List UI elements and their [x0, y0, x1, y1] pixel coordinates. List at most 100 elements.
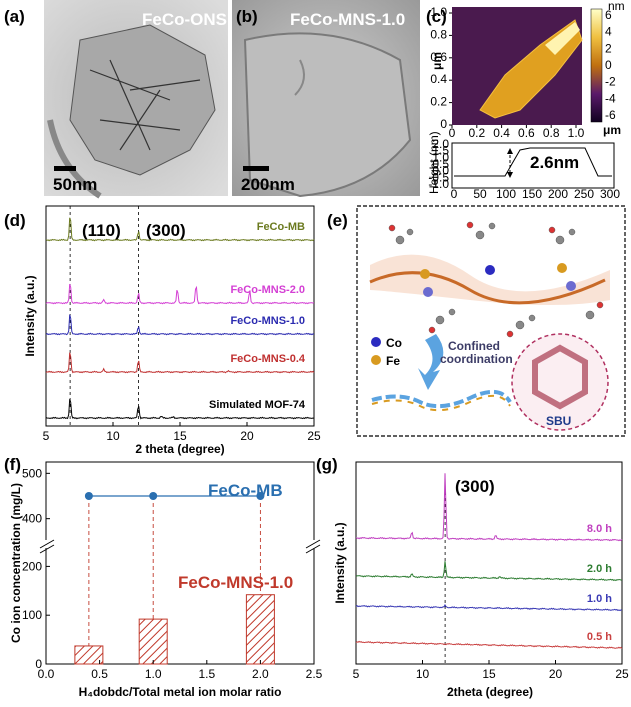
- profile-ylabel: Height (nm): [427, 131, 441, 194]
- scale-text-b: 200nm: [241, 175, 295, 194]
- afm-x-tick: 1.0: [568, 126, 585, 140]
- x-tick-label: 2.5: [306, 667, 323, 681]
- xrd-series-line: [45, 283, 315, 305]
- colorbar-ticks: 6 4 2 0 -2 -4 -6: [605, 8, 616, 122]
- profile-x-tick: 250: [574, 187, 594, 201]
- colorbar-tick: -4: [605, 91, 616, 105]
- afm-x-tick: 0.6: [518, 126, 535, 140]
- sbu-hexagon: [532, 344, 588, 410]
- profile-y-tick: -0.5: [428, 170, 449, 184]
- afm-y-tick: 0.2: [430, 95, 447, 109]
- caption-b: FeCo-MNS-1.0: [290, 10, 405, 29]
- bar: [138, 618, 168, 665]
- colorbar-tick: 0: [605, 58, 612, 72]
- afm-x-tick: 0.2: [468, 126, 485, 140]
- plot-frame-d: [45, 205, 315, 427]
- x-tick-label: 15: [482, 667, 496, 681]
- profile-y-tick: -1.0: [428, 177, 449, 191]
- x-tick-label: 10: [416, 667, 430, 681]
- colorbar-tick: 2: [605, 41, 612, 55]
- xrd-series-line: [355, 640, 623, 649]
- profile-line: [454, 147, 612, 177]
- colorbar-tick: 4: [605, 25, 612, 39]
- profile-x-tick: 50: [473, 187, 487, 201]
- profile-x-tick: 200: [548, 187, 568, 201]
- profile-y-ticks: 2.01.51.00.50.0-0.5-1.0: [428, 137, 449, 191]
- plot-frame-g: [355, 461, 623, 665]
- xrd-series-line: [45, 352, 315, 374]
- legend-fe: Fe: [386, 354, 400, 368]
- panel-g: (g) 8.0 h 2.0 h 1.0 h 0.5 h (300) 5 10 15 20 25…: [316, 455, 629, 699]
- colorbar-tick: -6: [605, 108, 616, 122]
- series-label: FeCo-MNS-0.4: [230, 353, 305, 365]
- profile-x-tick: 150: [522, 187, 542, 201]
- y-tick-label: 500: [22, 466, 42, 480]
- xlabel-f: H₄dobdc/Total metal ion molar ratio: [79, 685, 282, 699]
- afm-y-tick: 0.4: [430, 72, 447, 86]
- co-atom: [485, 265, 495, 275]
- x-tick-label: 20: [240, 429, 254, 443]
- profile-y-tick: 1.5: [432, 144, 449, 158]
- nanosheet-chain: [371, 390, 512, 409]
- panel-e: (e) Co Fe Confined coordination SBU: [327, 205, 626, 437]
- panel-f: (f) 0.0 0.5 1.0 1.5 2.0 2.5 0 100 200 400 500 FeCo…: [4, 455, 323, 699]
- series-label: FeCo-MB: [257, 221, 305, 233]
- profile-plot: [451, 142, 615, 189]
- x-tick-label: 5: [353, 667, 360, 681]
- afm-y-ticks: 0 0.2 0.4 0.6 0.8 1.0: [430, 5, 452, 131]
- afm-y-tick: 0: [440, 117, 447, 131]
- x-tick-label: 15: [173, 429, 187, 443]
- x-tick-label: 25: [615, 667, 629, 681]
- colorbar-unit: nm: [608, 0, 625, 13]
- sheet-b: [243, 32, 412, 198]
- series-label: 8.0 h: [587, 523, 612, 535]
- series-label: 2.0 h: [587, 563, 612, 575]
- xlabel-d: 2 theta (degree): [135, 442, 224, 456]
- colorbar-tick: 6: [605, 8, 612, 22]
- profile-x-tick: 100: [496, 187, 516, 201]
- series-label: 0.5 h: [587, 631, 612, 643]
- afm-y-tick: 1.0: [430, 5, 447, 19]
- x-tick-label: 0.0: [38, 667, 55, 681]
- peak-label-g: (300): [455, 477, 495, 496]
- y-tick-label: 400: [22, 512, 42, 526]
- sbu-zoom: [511, 333, 609, 431]
- xrd-series-line: [355, 603, 623, 612]
- xrd-series-line: [355, 473, 623, 542]
- afm-x-tick: 0: [449, 126, 456, 140]
- panel-c: (c) 0 0.2 0.4 0.6 0.8 1.0 0 0.2 0.4 0.6 0.8 1.0 μm…: [426, 0, 625, 201]
- sbu-label: SBU: [546, 414, 571, 428]
- xrd-series-line: [45, 398, 315, 420]
- xrd-series-line: [355, 561, 623, 582]
- scale-text-a: 50nm: [53, 175, 97, 194]
- profile-x-tick: 0: [451, 187, 458, 201]
- peak-label-110: (110): [82, 221, 121, 240]
- legend-co-dot: [371, 337, 381, 347]
- xlabel-g: 2theta (degree): [447, 685, 533, 699]
- afm-y-tick: 0.8: [430, 27, 447, 41]
- label-e: (e): [327, 211, 348, 230]
- label-d: (d): [4, 211, 26, 230]
- scalebar-b: [243, 166, 269, 171]
- legend-co: Co: [386, 336, 402, 350]
- x-tick-label: 20: [549, 667, 563, 681]
- label-g: (g): [316, 455, 338, 474]
- panel-d: (d) FeCo-MB FeCo-MNS-2.0 FeCo-MNS-1.0 FeCo-…: [4, 205, 321, 456]
- ylabel-g: Intensity (a.u.): [333, 522, 347, 603]
- series-label: 1.0 h: [587, 593, 612, 605]
- metal-chain: [369, 271, 606, 305]
- series-label: FeCo-MNS-2.0: [230, 284, 305, 296]
- profile-y-tick: 1.0: [432, 150, 449, 164]
- transform-arrow: [418, 334, 444, 390]
- bar: [74, 645, 104, 665]
- thickness-label: 2.6nm: [530, 153, 579, 172]
- mb-point: [256, 492, 265, 500]
- ylabel-d: Intensity (a.u.): [23, 275, 37, 356]
- afm-x-tick: 0.8: [543, 126, 560, 140]
- xrd-series-line: [45, 217, 315, 242]
- linker-molecules: [388, 221, 604, 338]
- peak-label-300: (300): [146, 221, 186, 240]
- profile-y-tick: 0.5: [432, 157, 449, 171]
- x-tick-label: 1.0: [145, 667, 162, 681]
- profile-x-tick: 300: [600, 187, 620, 201]
